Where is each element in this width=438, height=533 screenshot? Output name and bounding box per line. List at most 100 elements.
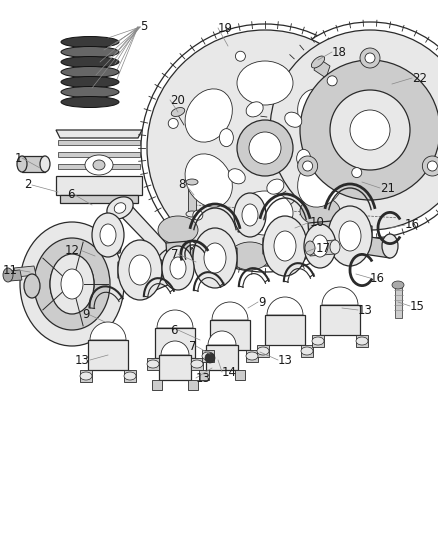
Polygon shape bbox=[58, 164, 140, 169]
Ellipse shape bbox=[156, 247, 190, 277]
Ellipse shape bbox=[129, 255, 151, 285]
Ellipse shape bbox=[3, 268, 13, 282]
Ellipse shape bbox=[257, 347, 269, 355]
Polygon shape bbox=[155, 328, 195, 358]
Polygon shape bbox=[88, 340, 128, 370]
Ellipse shape bbox=[285, 112, 302, 127]
Text: 8: 8 bbox=[179, 179, 186, 191]
Ellipse shape bbox=[356, 337, 368, 345]
Ellipse shape bbox=[219, 128, 233, 147]
Wedge shape bbox=[161, 341, 189, 355]
Ellipse shape bbox=[17, 156, 27, 172]
Ellipse shape bbox=[300, 197, 340, 225]
Text: 9: 9 bbox=[82, 309, 90, 321]
Ellipse shape bbox=[61, 46, 119, 58]
Text: 1: 1 bbox=[14, 151, 22, 165]
Ellipse shape bbox=[327, 76, 337, 86]
Polygon shape bbox=[193, 185, 410, 205]
Ellipse shape bbox=[285, 235, 295, 245]
Polygon shape bbox=[395, 285, 402, 318]
Ellipse shape bbox=[249, 132, 281, 164]
Ellipse shape bbox=[263, 216, 307, 276]
Polygon shape bbox=[265, 315, 305, 345]
Ellipse shape bbox=[164, 254, 181, 270]
Ellipse shape bbox=[88, 266, 128, 295]
Ellipse shape bbox=[303, 161, 313, 171]
Polygon shape bbox=[210, 320, 250, 350]
Text: 12: 12 bbox=[65, 244, 80, 256]
Ellipse shape bbox=[234, 193, 266, 237]
Ellipse shape bbox=[330, 90, 410, 170]
Ellipse shape bbox=[61, 269, 83, 299]
Polygon shape bbox=[202, 350, 214, 362]
Ellipse shape bbox=[40, 156, 50, 172]
Ellipse shape bbox=[382, 234, 398, 258]
Polygon shape bbox=[188, 380, 198, 390]
Polygon shape bbox=[257, 345, 269, 357]
Ellipse shape bbox=[298, 156, 318, 176]
Ellipse shape bbox=[170, 257, 186, 279]
Ellipse shape bbox=[237, 120, 293, 176]
Ellipse shape bbox=[162, 246, 194, 290]
Ellipse shape bbox=[262, 22, 438, 238]
Ellipse shape bbox=[352, 167, 362, 177]
Ellipse shape bbox=[191, 360, 203, 368]
Ellipse shape bbox=[305, 241, 315, 255]
Ellipse shape bbox=[365, 53, 375, 63]
Ellipse shape bbox=[301, 347, 313, 355]
Ellipse shape bbox=[237, 191, 293, 235]
Wedge shape bbox=[212, 302, 248, 320]
Text: 9: 9 bbox=[258, 295, 265, 309]
Ellipse shape bbox=[61, 56, 119, 68]
Text: 13: 13 bbox=[358, 303, 373, 317]
Text: 2: 2 bbox=[25, 179, 32, 191]
Text: 7: 7 bbox=[170, 247, 178, 261]
Polygon shape bbox=[8, 270, 22, 281]
Ellipse shape bbox=[339, 221, 361, 251]
Text: 16: 16 bbox=[370, 271, 385, 285]
Text: 6: 6 bbox=[67, 189, 75, 201]
Ellipse shape bbox=[141, 24, 389, 272]
Text: 6: 6 bbox=[170, 324, 178, 336]
Text: 16: 16 bbox=[405, 219, 420, 231]
Polygon shape bbox=[312, 335, 324, 347]
Ellipse shape bbox=[107, 197, 133, 219]
Ellipse shape bbox=[312, 235, 328, 257]
Polygon shape bbox=[301, 345, 313, 357]
Ellipse shape bbox=[85, 155, 113, 175]
Ellipse shape bbox=[297, 149, 311, 167]
Polygon shape bbox=[60, 195, 138, 203]
Polygon shape bbox=[328, 226, 372, 246]
Ellipse shape bbox=[205, 353, 215, 363]
Polygon shape bbox=[56, 176, 142, 195]
Text: 22: 22 bbox=[412, 71, 427, 85]
Ellipse shape bbox=[242, 204, 258, 226]
Polygon shape bbox=[193, 248, 237, 268]
Ellipse shape bbox=[124, 372, 136, 380]
Polygon shape bbox=[235, 370, 245, 380]
Ellipse shape bbox=[61, 67, 119, 77]
Text: 13: 13 bbox=[75, 353, 90, 367]
Polygon shape bbox=[50, 274, 94, 294]
Polygon shape bbox=[147, 358, 159, 370]
Polygon shape bbox=[32, 278, 72, 298]
Text: 11: 11 bbox=[3, 263, 18, 277]
Polygon shape bbox=[199, 370, 209, 380]
Ellipse shape bbox=[186, 179, 198, 185]
Text: 14: 14 bbox=[222, 366, 237, 378]
Ellipse shape bbox=[427, 161, 438, 171]
Ellipse shape bbox=[114, 203, 126, 213]
Ellipse shape bbox=[270, 30, 438, 230]
Ellipse shape bbox=[304, 224, 336, 268]
Polygon shape bbox=[320, 305, 360, 335]
Ellipse shape bbox=[228, 169, 245, 184]
Ellipse shape bbox=[171, 108, 185, 116]
Ellipse shape bbox=[267, 179, 284, 194]
Ellipse shape bbox=[147, 360, 159, 368]
Ellipse shape bbox=[193, 228, 237, 288]
Text: 15: 15 bbox=[410, 300, 425, 312]
Ellipse shape bbox=[298, 154, 345, 207]
Ellipse shape bbox=[100, 224, 116, 246]
Ellipse shape bbox=[61, 86, 119, 98]
Ellipse shape bbox=[80, 372, 92, 380]
